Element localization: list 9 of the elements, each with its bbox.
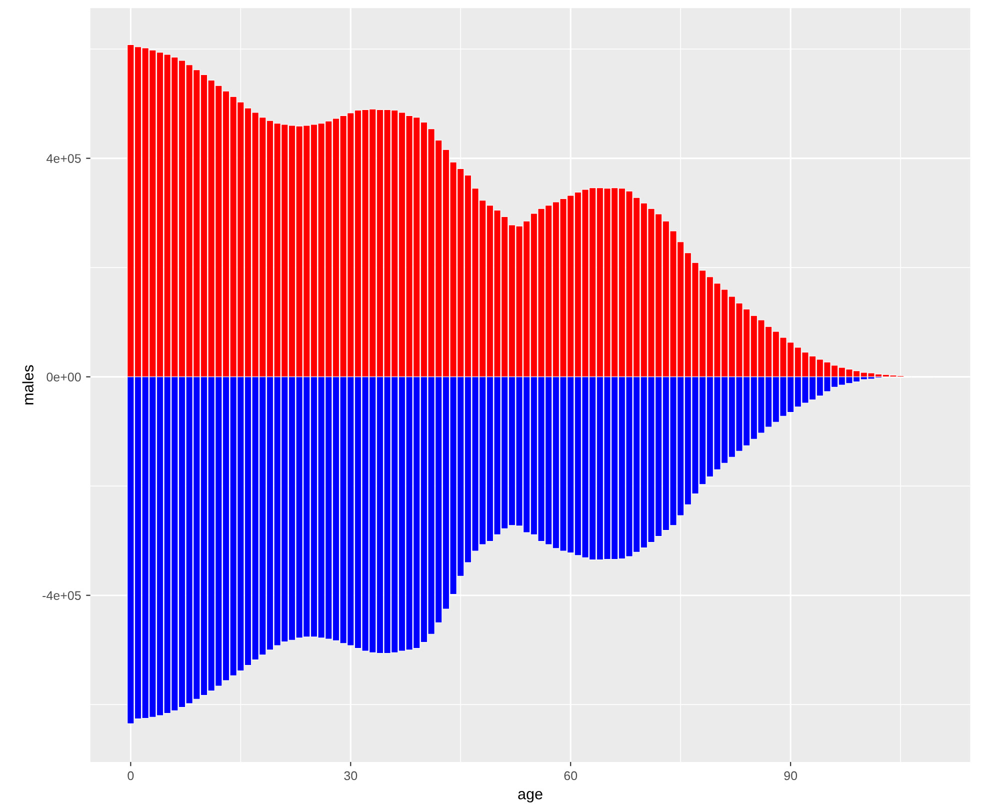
y-tick-label: 4e+05 [46, 154, 81, 163]
x-tick-label: 60 [564, 771, 578, 780]
x-tick-label: 0 [128, 771, 134, 780]
x-axis-title: age [518, 791, 542, 802]
y-tick-label: -4e+05 [42, 591, 81, 600]
x-tick-label: 30 [344, 771, 358, 780]
y-axis-title: males [22, 365, 34, 404]
y-tick-label: 0e+00 [46, 372, 81, 382]
x-tick-label: 90 [784, 771, 798, 780]
